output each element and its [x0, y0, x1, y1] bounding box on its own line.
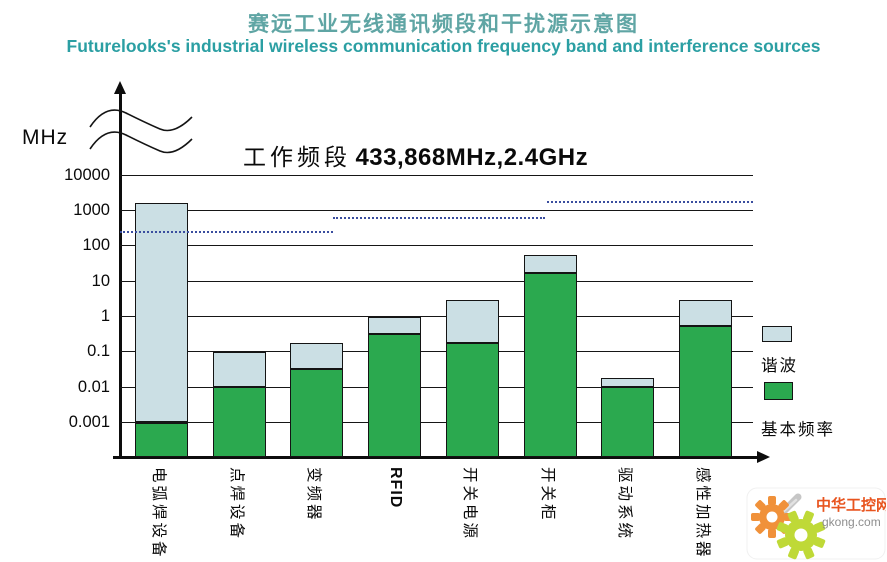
bar-segment-fundamental [446, 342, 499, 457]
bar-segment-harmonic [135, 203, 188, 423]
y-axis-unit-label: MHz [22, 126, 69, 149]
y-axis [118, 92, 122, 458]
grid-line [120, 174, 753, 176]
grid-line [120, 422, 753, 423]
legend-harmonic-swatch [762, 326, 792, 342]
grid-line [120, 210, 753, 212]
y-axis-arrow-icon [114, 81, 126, 94]
bar-segment-fundamental [290, 369, 343, 457]
bar-segment-harmonic [213, 351, 266, 388]
bar-segment-fundamental [601, 387, 654, 457]
watermark-name-text: 中华工控网 [816, 496, 886, 514]
working-band-header: 工作频段 433,868MHz,2.4GHz [243, 138, 588, 172]
axis-break-squiggle-icon [89, 109, 193, 154]
y-tick-label: 1 [100, 307, 110, 325]
working-band-value: 433,868MHz,2.4GHz [355, 144, 589, 171]
working-band-line [333, 216, 545, 219]
category-label: 开关电源 [460, 467, 478, 542]
x-axis-arrow-icon [757, 450, 770, 463]
legend-fundamental-swatch [764, 382, 793, 400]
y-tick-label: 0.1 [87, 342, 110, 361]
gear-green-icon [776, 510, 826, 560]
bar-segment-harmonic [679, 299, 732, 327]
bar-segment-fundamental [213, 387, 266, 457]
bar-segment-harmonic [368, 316, 421, 334]
category-label: 开关柜 [538, 467, 556, 523]
category-label: 感性加热器 [693, 467, 711, 560]
category-label: 驱动系统 [615, 467, 633, 542]
watermark-domain-text: gkong.com [822, 515, 881, 529]
working-band-prefix: 工作频段 [243, 145, 351, 171]
y-tick-label: 0.001 [68, 413, 110, 431]
legend-fundamental-label: 基本频率 [761, 421, 835, 439]
working-band-line [120, 230, 333, 233]
bar-segment-fundamental [135, 422, 188, 457]
category-label: RFID [386, 467, 404, 509]
chart-title-chinese: 赛远工业无线通讯频段和干扰源示意图 [248, 11, 639, 36]
gkong-watermark: 中华工控网 gkong.com [746, 487, 886, 560]
chart-subtitle-english: Futurelooks's industrial wireless commun… [66, 36, 821, 56]
bar-segment-harmonic [524, 255, 577, 274]
bar-segment-harmonic [601, 378, 654, 388]
bar-segment-fundamental [524, 273, 577, 457]
y-tick-label: 10 [91, 271, 110, 290]
y-tick-label: 0.01 [77, 377, 110, 396]
working-band-line [547, 200, 753, 203]
bar-segment-harmonic [290, 342, 343, 370]
bar-segment-harmonic [446, 299, 499, 343]
grid-line [120, 386, 753, 388]
y-tick-label: 1000 [73, 201, 110, 220]
y-tick-label: 100 [82, 236, 110, 255]
grid-line [120, 316, 753, 317]
category-label: 点焊设备 [227, 467, 245, 542]
bar-segment-fundamental [368, 333, 421, 457]
grid-line [120, 351, 753, 353]
bar-segment-fundamental [679, 326, 732, 457]
grid-line [120, 245, 753, 247]
category-label: 电弧焊设备 [149, 467, 167, 560]
y-tick-label: 10000 [64, 165, 110, 184]
legend-harmonic-label: 谐波 [761, 357, 798, 375]
category-label: 变频器 [304, 467, 322, 523]
x-axis [113, 455, 759, 459]
grid-line [120, 280, 753, 282]
